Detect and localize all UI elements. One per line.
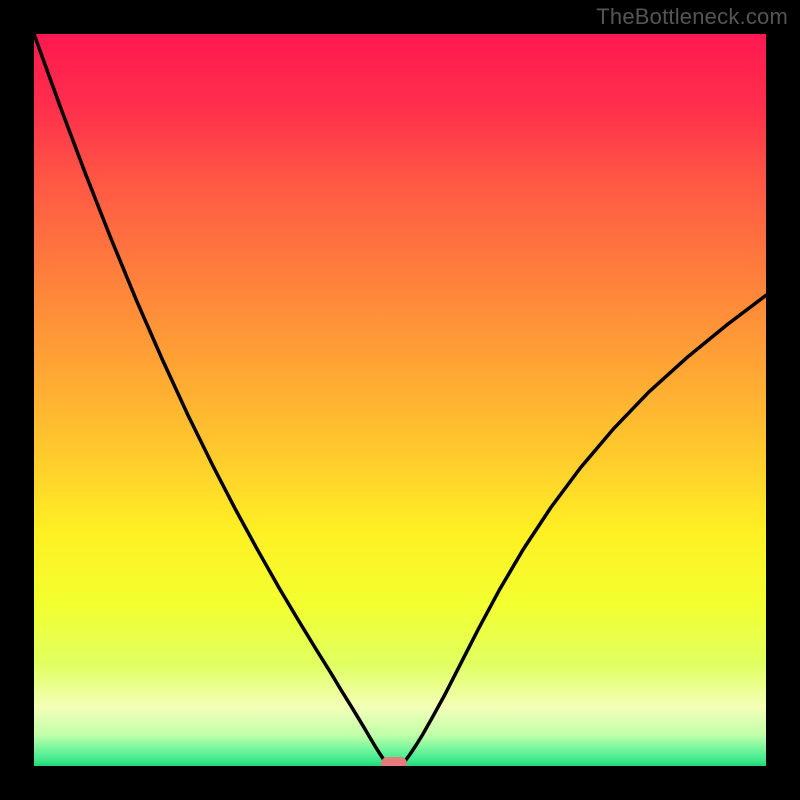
watermark-text: TheBottleneck.com (596, 4, 788, 30)
curve-right-branch (400, 295, 766, 765)
plot-area (34, 34, 766, 766)
curve-svg (34, 34, 766, 766)
curve-left-branch (34, 34, 388, 765)
minimum-marker (381, 757, 407, 766)
chart-outer (0, 0, 800, 800)
